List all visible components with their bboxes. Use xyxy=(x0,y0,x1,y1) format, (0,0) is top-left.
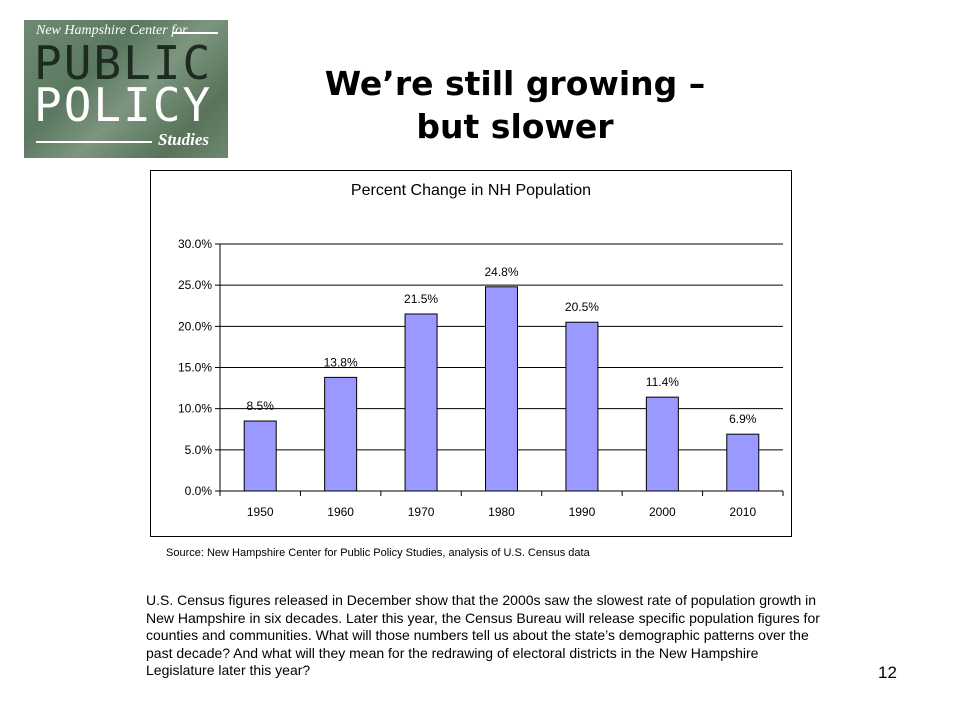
bar-1950 xyxy=(243,420,277,492)
logo-line2: PUBLIC xyxy=(34,36,213,90)
data-label-1970: 21.5% xyxy=(404,292,438,306)
chart-data-labels: 8.5% 13.8% 21.5% 24.8% 20.5% 11.4% 6.9% xyxy=(247,265,757,426)
logo: New Hampshire Center for PUBLIC POLICY S… xyxy=(24,20,228,158)
data-label-1980: 24.8% xyxy=(484,265,518,279)
x-tick-label: 1970 xyxy=(408,505,435,519)
logo-line1: New Hampshire Center for xyxy=(36,23,188,38)
bar-2000 xyxy=(645,396,679,492)
logo-line4: Studies xyxy=(158,130,210,149)
x-axis-ticks: 1950 1960 1970 1980 1990 2000 2010 xyxy=(219,491,784,519)
bar-1990 xyxy=(565,321,599,492)
bar-1980 xyxy=(485,286,518,492)
chart-bars xyxy=(243,286,760,492)
x-tick-label: 1960 xyxy=(327,505,354,519)
data-label-1960: 13.8% xyxy=(324,355,358,369)
y-tick-label: 15.0% xyxy=(178,361,212,375)
bar-2010 xyxy=(726,433,760,492)
page-number: 12 xyxy=(878,663,897,682)
logo-line3: POLICY xyxy=(34,78,213,132)
y-tick-label: 25.0% xyxy=(178,278,212,292)
x-tick-label: 2000 xyxy=(649,505,676,519)
source-note: Source: New Hampshire Center for Public … xyxy=(166,547,590,559)
x-tick-label: 1950 xyxy=(247,505,274,519)
slide-title: We’re still growing – but slower xyxy=(300,62,730,148)
x-tick-label: 1980 xyxy=(488,505,515,519)
slide-title-line1: We’re still growing – xyxy=(324,64,706,103)
data-label-1950: 8.5% xyxy=(247,399,275,413)
data-label-1990: 20.5% xyxy=(565,300,599,314)
logo-rule-bottom xyxy=(36,141,152,143)
bar-1970 xyxy=(404,313,438,492)
body-paragraph: U.S. Census figures released in December… xyxy=(146,592,820,678)
logo-rule-top xyxy=(172,32,218,34)
y-axis-ticks: 0.0% 5.0% 10.0% 15.0% 20.0% 25.0% 30.0% xyxy=(178,237,220,498)
x-tick-label: 1990 xyxy=(569,505,596,519)
data-label-2000: 11.4% xyxy=(646,375,679,389)
bar-1960 xyxy=(324,376,358,492)
chart-title: Percent Change in NH Population xyxy=(351,182,591,199)
y-tick-label: 5.0% xyxy=(185,443,213,457)
y-tick-label: 0.0% xyxy=(185,484,213,498)
bar-chart: Percent Change in NH Population 0.0% 5.0%… xyxy=(178,182,784,519)
slide-title-line2: but slower xyxy=(416,107,614,146)
y-tick-label: 10.0% xyxy=(178,402,212,416)
y-tick-label: 30.0% xyxy=(178,237,212,251)
y-tick-label: 20.0% xyxy=(178,319,212,333)
x-tick-label: 2010 xyxy=(729,505,756,519)
data-label-2010: 6.9% xyxy=(729,412,757,426)
